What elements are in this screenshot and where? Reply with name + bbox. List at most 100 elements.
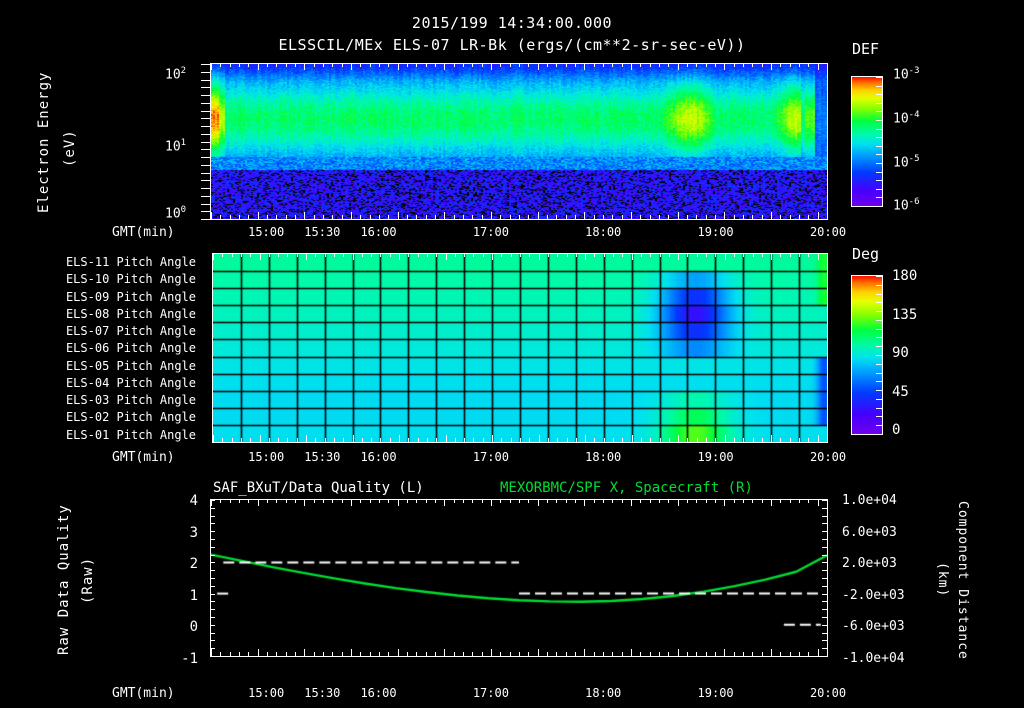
top-ytick-1e2: 102 <box>165 66 187 83</box>
colorbar-tick <box>876 399 883 400</box>
left-ytick-label: 1 <box>189 587 198 604</box>
pitch-angle-row-label: ELS-02 Pitch Angle <box>65 410 196 425</box>
colorbar-tick <box>876 154 883 155</box>
pitch-angle-row-label: ELS-05 Pitch Angle <box>65 358 196 373</box>
colorbar-tick <box>876 163 883 164</box>
colorbar-tick <box>876 434 883 435</box>
time-tick-label: 18:00 <box>585 686 622 700</box>
deg-colorbar-ticks <box>851 275 883 435</box>
right-ytick-label: -6.0e+03 <box>842 619 905 635</box>
colorbar-tick <box>876 346 883 347</box>
colorbar-tick <box>876 381 883 382</box>
energy-axis-tick <box>201 72 210 73</box>
left-ytick-label: 4 <box>189 493 198 509</box>
colorbar-tick <box>876 103 883 104</box>
energy-axis-tick <box>201 204 210 205</box>
colorbar-tick <box>876 329 883 330</box>
top-ytick-1e1-exp: 1 <box>180 138 187 148</box>
colorbar-tick <box>876 337 883 338</box>
time-tick-label: 20:00 <box>809 225 847 239</box>
colorbar-tick <box>876 285 883 286</box>
def-colorbar[interactable] <box>851 76 883 207</box>
energy-axis-tick <box>201 188 210 189</box>
page-subtitle: ELSSCIL/MEx ELS-07 LR-Bk (ergs/(cm**2-sr… <box>278 36 746 54</box>
colorbar-tick <box>876 294 883 295</box>
time-tick-label: 18:00 <box>585 225 622 239</box>
right-ytick-label: -2.0e+03 <box>842 587 905 603</box>
page-title: 2015/199 14:34:00.000 <box>411 14 613 32</box>
top-panel-xticklabels: 15:00 15:30 16:00 17:00 18:00 19:00 20:00 <box>210 225 846 243</box>
mid-panel-xlabel: GMT(min) <box>112 450 175 465</box>
colorbar-tick <box>876 94 883 95</box>
bottom-panel-yticks-left: 4 3 2 1 0 -1 <box>158 492 202 672</box>
bottom-panel-title-right: MEXORBMC/SPF X, Spacecraft (R) <box>500 480 753 496</box>
time-tick-label: 16:00 <box>360 225 397 239</box>
time-tick-label: 20:00 <box>809 686 847 700</box>
pitch-angle-row-label: ELS-09 Pitch Angle <box>65 289 196 304</box>
pitch-angle-row-label: ELS-07 Pitch Angle <box>65 324 196 339</box>
time-tick-label: 18:00 <box>585 450 622 464</box>
energy-axis-tick <box>201 165 210 166</box>
colorbar-tick <box>876 355 883 356</box>
colorbar-tick <box>876 172 883 173</box>
pitchangle-frame[interactable] <box>212 253 828 443</box>
bottom-panel-yunit-left: (Raw) <box>80 556 96 604</box>
colorbar-tick <box>876 111 883 112</box>
time-tick-label: 15:00 <box>248 225 285 239</box>
pitchangle-canvas[interactable] <box>213 254 827 442</box>
energy-axis-tick <box>201 196 210 197</box>
def-tick-1e-5: 10-5 <box>893 154 920 171</box>
colorbar-tick <box>876 390 883 391</box>
top-ytick-1e2-exp: 2 <box>180 66 187 76</box>
top-panel-xlabel: GMT(min) <box>112 225 175 240</box>
colorbar-tick <box>876 197 883 198</box>
colorbar-tick <box>876 425 883 426</box>
energy-axis-tick <box>201 111 210 112</box>
time-tick-label: 15:30 <box>304 450 341 464</box>
time-tick-label: 16:00 <box>360 450 397 464</box>
spectrogram-canvas[interactable] <box>211 64 827 219</box>
colorbar-tick <box>876 86 883 87</box>
right-ytick-label: 2.0e+03 <box>842 556 897 572</box>
top-panel-yunit: (eV) <box>62 129 78 167</box>
pitch-angle-row-label: ELS-10 Pitch Angle <box>65 272 196 287</box>
pitch-angle-row-label: ELS-11 Pitch Angle <box>65 255 196 269</box>
def-tick-1e-4: 10-4 <box>893 110 920 127</box>
energy-axis-tick <box>201 64 210 65</box>
time-tick-label: 19:00 <box>697 225 734 239</box>
colorbar-tick <box>876 120 883 121</box>
pitch-angle-row-label: ELS-01 Pitch Angle <box>65 427 196 442</box>
bottom-panel-xticklabels: 15:00 15:30 16:00 17:00 18:00 19:00 20:00 <box>210 686 846 704</box>
deg-tick-label: 0 <box>892 422 901 438</box>
def-tick-1e-5-exp: -5 <box>908 154 920 164</box>
spectrogram-frame[interactable] <box>210 63 828 220</box>
left-ytick-label: 2 <box>189 556 198 573</box>
def-colorbar-gradient <box>852 77 882 206</box>
colorbar-tick <box>876 311 883 312</box>
dataquality-canvas[interactable] <box>211 500 827 656</box>
energy-axis-tick <box>201 173 210 174</box>
energy-axis-tick <box>201 118 210 119</box>
deg-colorbar-title: Deg <box>852 245 880 263</box>
pitch-angle-row-label: ELS-04 Pitch Angle <box>65 375 196 390</box>
pitch-angle-row-label: ELS-03 Pitch Angle <box>65 393 196 408</box>
time-tick-label: 20:00 <box>809 450 847 464</box>
left-ytick-label: 0 <box>189 619 198 636</box>
energy-axis-tick <box>201 87 210 88</box>
pitch-angle-row-labels: ELS-11 Pitch Angle ELS-10 Pitch Angle ELS-… <box>0 252 204 444</box>
def-tick-1e-3: 10-3 <box>893 66 920 83</box>
colorbar-tick <box>876 320 883 321</box>
time-tick-label: 19:00 <box>697 686 734 700</box>
top-ytick-1e0: 100 <box>165 205 187 222</box>
deg-colorbar-labels: 180 135 90 45 0 <box>892 268 962 448</box>
energy-axis-tick <box>201 126 210 127</box>
energy-axis-tick <box>201 80 210 81</box>
bottom-panel-xlabel: GMT(min) <box>112 686 175 701</box>
colorbar-tick <box>876 364 883 365</box>
dataquality-frame[interactable] <box>210 499 828 657</box>
right-ytick-label: 1.0e+04 <box>842 493 897 508</box>
bottom-panel-yunit-right: (km) <box>935 562 950 598</box>
time-tick-label: 16:00 <box>360 686 397 700</box>
colorbar-tick <box>876 137 883 138</box>
top-ytick-1e1: 101 <box>165 138 187 155</box>
